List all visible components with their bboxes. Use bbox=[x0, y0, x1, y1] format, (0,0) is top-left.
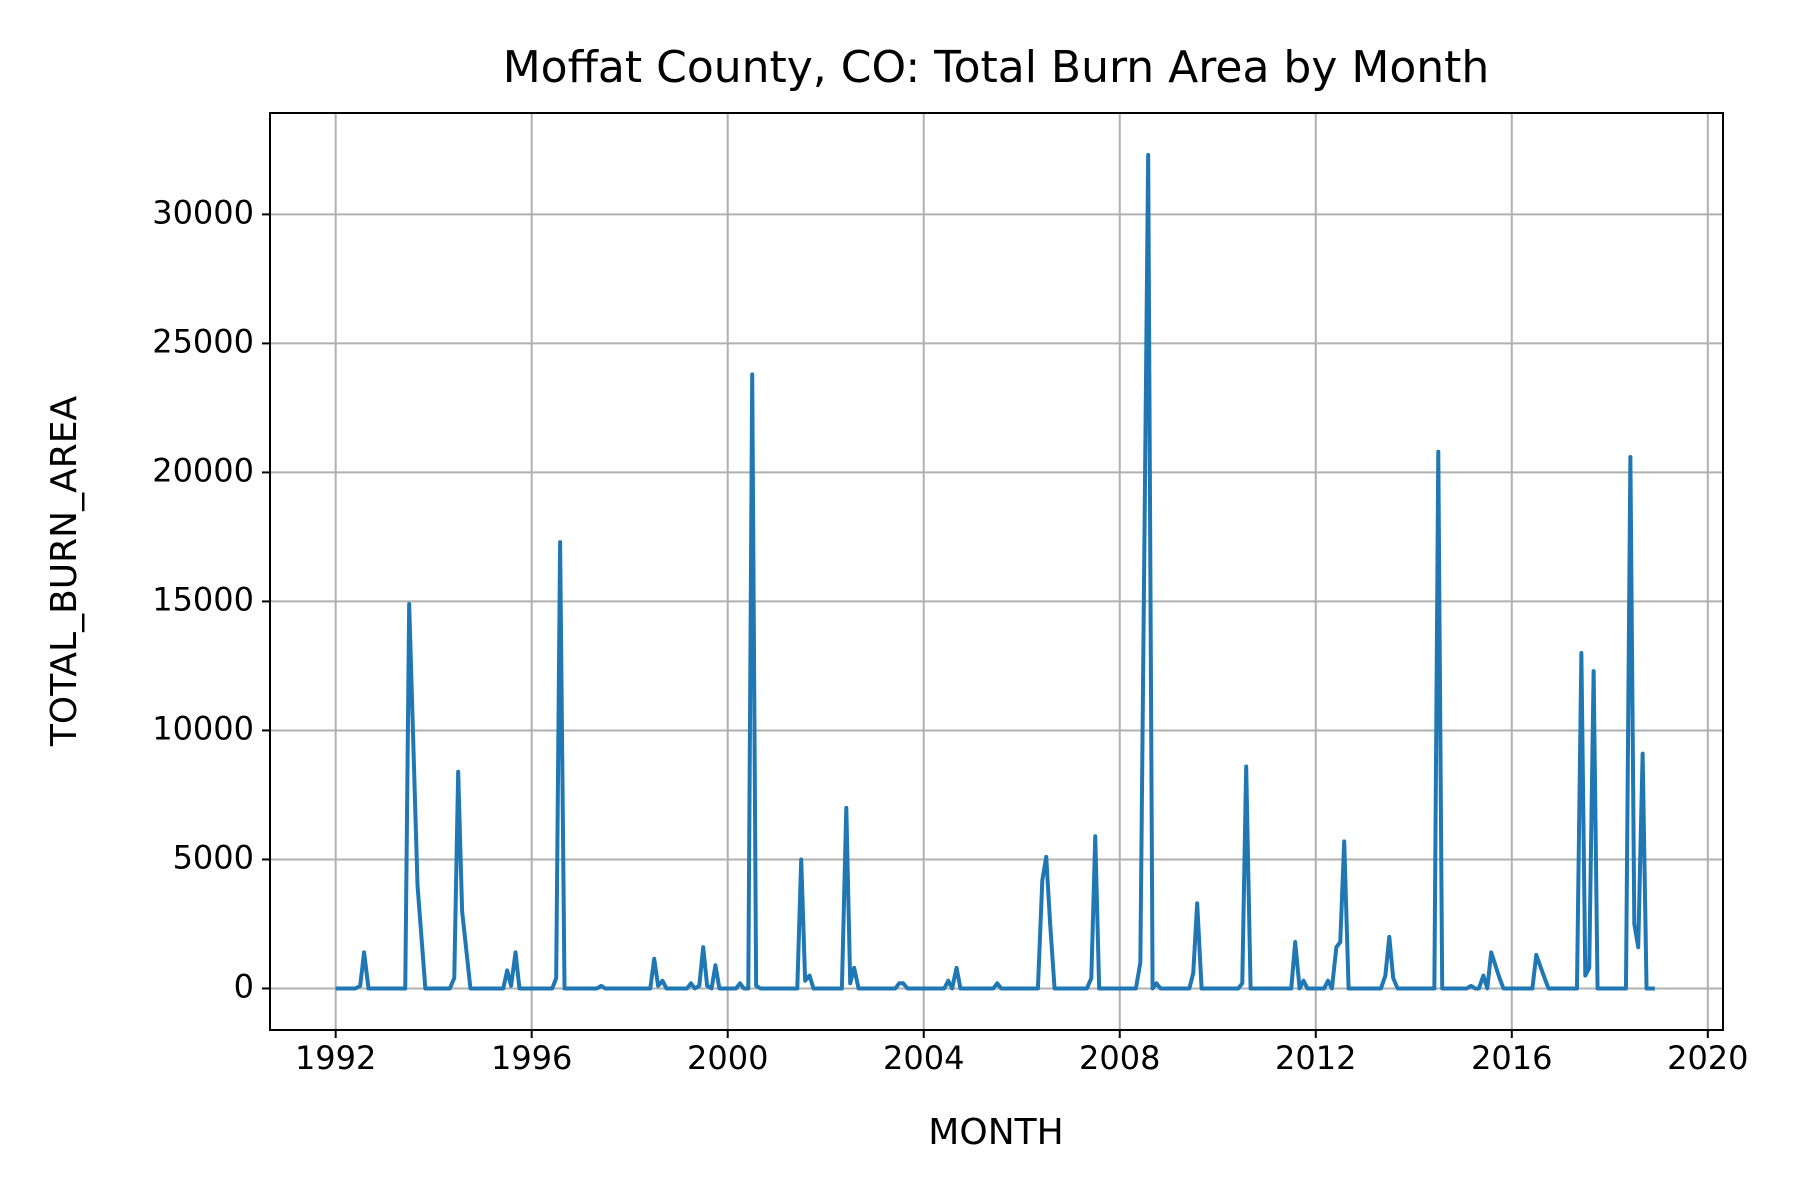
y-tick-label: 30000 bbox=[152, 193, 254, 231]
y-tick-label: 15000 bbox=[152, 580, 254, 618]
y-tick-label: 0 bbox=[234, 967, 254, 1005]
y-tick-label: 10000 bbox=[152, 709, 254, 747]
x-tick-label: 2012 bbox=[1275, 1039, 1356, 1077]
data-line bbox=[335, 153, 1655, 991]
x-tick-label: 2004 bbox=[883, 1039, 964, 1077]
x-tick-label: 2008 bbox=[1079, 1039, 1160, 1077]
y-tick-label: 20000 bbox=[152, 451, 254, 489]
x-axis-label: MONTH bbox=[928, 1112, 1063, 1153]
y-tick-label: 25000 bbox=[152, 322, 254, 360]
x-tick-label: 2000 bbox=[687, 1039, 768, 1077]
x-tick-label: 1992 bbox=[295, 1039, 376, 1077]
chart-title: Moffat County, CO: Total Burn Area by Mo… bbox=[503, 42, 1490, 93]
x-tick-label: 2020 bbox=[1667, 1039, 1748, 1077]
x-tick-label: 1996 bbox=[491, 1039, 572, 1077]
y-axis-label: TOTAL_BURN_AREA bbox=[44, 396, 85, 748]
x-tick-label: 2016 bbox=[1471, 1039, 1552, 1077]
plot-frame bbox=[269, 112, 1724, 1031]
y-tick-label: 5000 bbox=[173, 838, 254, 876]
